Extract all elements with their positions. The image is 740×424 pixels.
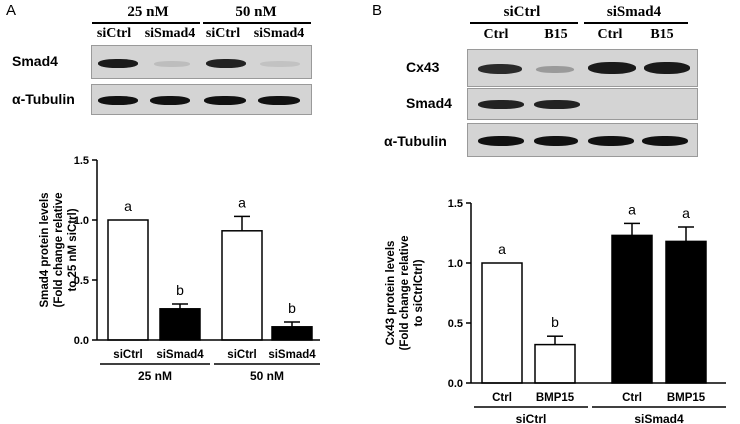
group-label: siCtrl (516, 412, 547, 424)
blot-a-group-25nm: 25 nM (127, 4, 169, 20)
y-axis-label: to siCtrlCtrl) (413, 259, 425, 326)
blot-b-lane-3: Ctrl (597, 27, 623, 42)
significance-letter: b (551, 314, 559, 330)
panel-a-letter: A (6, 2, 17, 19)
group-label: siSmad4 (634, 412, 684, 424)
group-label: 50 nM (250, 369, 284, 383)
y-tick-label: 0.5 (448, 318, 463, 330)
blot-b-band (478, 136, 524, 146)
panel-b-letter: B (372, 2, 383, 19)
blot-a-band (150, 96, 190, 105)
blot-b-group-line-sictrl (470, 22, 578, 24)
blot-a-band (98, 96, 138, 105)
blot-b-group-line-sismad4 (584, 22, 688, 24)
blot-b-group-sismad4: siSmad4 (606, 4, 662, 20)
blot-a-group-50nm: 50 nM (235, 4, 277, 20)
blot-b-band (534, 136, 578, 146)
x-category-label: Ctrl (492, 392, 512, 404)
blot-b-group-sictrl: siCtrl (503, 4, 541, 20)
blot-b-strip-smad4 (467, 88, 698, 120)
blot-b-row-cx43: Cx43 (406, 59, 440, 75)
blot-a-lane-3: siCtrl (205, 26, 241, 41)
y-axis-label: to 25 nM siCtrl) (67, 208, 79, 291)
blot-b-strip-tubulin (467, 123, 698, 157)
x-category-label: BMP15 (667, 392, 706, 404)
blot-b-band (534, 100, 580, 109)
blot-a-group-line-25nm (92, 22, 200, 24)
x-category-label: siSmad4 (268, 349, 316, 361)
blot-b-lane-1: Ctrl (483, 27, 509, 42)
blot-a-band (260, 61, 300, 67)
blot-a-strip-tubulin (91, 84, 312, 115)
blot-a-lane-2: siSmad4 (144, 26, 196, 41)
bar (159, 308, 201, 341)
blot-b-band (478, 100, 524, 109)
blot-a-band (206, 59, 246, 68)
blot-a-row-tubulin: α-Tubulin (12, 91, 75, 107)
blot-b-band (642, 136, 688, 146)
blot-a-lane-1: siCtrl (96, 26, 132, 41)
chart-a: 0.0 0.5 1.0 1.5 Smad4 protein levels (Fold ch… (39, 155, 320, 383)
x-category-label: Ctrl (622, 392, 642, 404)
significance-letter: a (628, 201, 636, 217)
chart-b: 0.0 0.5 1.0 1.5 Cx43 protein levels (Fold cha… (385, 198, 726, 424)
y-axis-label: Smad4 protein levels (39, 192, 51, 307)
x-category-label: siSmad4 (156, 349, 204, 361)
blot-a-lane-4: siSmad4 (253, 26, 305, 41)
bar (611, 234, 653, 384)
y-axis-label: Cx43 protein levels (385, 241, 397, 346)
blot-b-band (478, 64, 522, 74)
blot-a-row-smad4: Smad4 (12, 53, 58, 69)
blot-b-band (536, 66, 574, 73)
blot-b-row-tubulin: α-Tubulin (384, 133, 447, 149)
y-tick-label: 0.0 (448, 378, 463, 390)
significance-letter: a (498, 241, 506, 257)
bar (107, 219, 149, 341)
bar (534, 343, 576, 384)
significance-letter: b (176, 282, 184, 298)
blot-b-band (644, 62, 690, 74)
significance-letter: a (682, 205, 690, 221)
x-category-label: BMP15 (536, 392, 575, 404)
bar (271, 326, 313, 341)
x-category-label: siCtrl (113, 349, 142, 361)
bar (665, 240, 707, 384)
blot-b-row-smad4: Smad4 (406, 95, 452, 111)
x-category-label: siCtrl (227, 349, 256, 361)
bar (221, 230, 263, 341)
bar (481, 262, 523, 384)
blot-a-group-line-50nm (203, 22, 311, 24)
blot-b-lane-2: B15 (544, 27, 568, 42)
significance-letter: b (288, 300, 296, 316)
y-tick-label: 1.0 (74, 215, 89, 227)
blot-a-band (154, 61, 190, 67)
blot-a-band (98, 59, 138, 68)
blot-a-strip-smad4 (91, 45, 312, 79)
y-tick-label: 0.5 (74, 275, 89, 287)
blot-b-lane-4: B15 (650, 27, 674, 42)
y-tick-label: 0.0 (74, 335, 89, 347)
blot-a-band (258, 96, 300, 105)
significance-letter: a (238, 194, 246, 210)
blot-b-band (588, 62, 636, 74)
significance-letter: a (124, 198, 132, 214)
blot-b-band (588, 136, 634, 146)
blot-b-strip-cx43 (467, 49, 698, 87)
group-label: 25 nM (138, 369, 172, 383)
y-tick-label: 1.5 (74, 155, 89, 167)
y-tick-label: 1.0 (448, 258, 463, 270)
blot-a-band (204, 96, 246, 105)
y-tick-label: 1.5 (448, 198, 463, 210)
y-axis-label: (Fold change relative (399, 235, 411, 350)
y-axis-label: (Fold change relative (53, 192, 65, 307)
